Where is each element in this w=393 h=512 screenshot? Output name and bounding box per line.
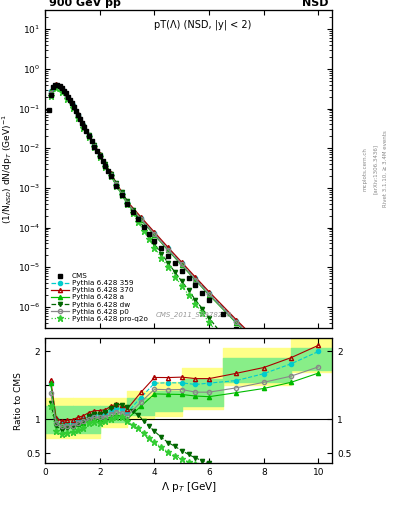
X-axis label: Λ p$_T$ [GeV]: Λ p$_T$ [GeV]	[161, 480, 217, 494]
Y-axis label: (1/N$_{NSD}$) dN/dp$_T$ (GeV)$^{-1}$: (1/N$_{NSD}$) dN/dp$_T$ (GeV)$^{-1}$	[1, 114, 15, 224]
Text: [arXiv:1306.3436]: [arXiv:1306.3436]	[373, 144, 378, 194]
Text: mcplots.cern.ch: mcplots.cern.ch	[363, 147, 368, 191]
Text: 900 GeV pp: 900 GeV pp	[49, 0, 121, 8]
Text: CMS_2011_S8978280: CMS_2011_S8978280	[156, 311, 233, 318]
Legend: CMS, Pythia 6.428 359, Pythia 6.428 370, Pythia 6.428 a, Pythia 6.428 dw, Pythia: CMS, Pythia 6.428 359, Pythia 6.428 370,…	[49, 271, 150, 324]
Text: Rivet 3.1.10, ≥ 3.4M events: Rivet 3.1.10, ≥ 3.4M events	[383, 131, 387, 207]
Y-axis label: Ratio to CMS: Ratio to CMS	[14, 372, 23, 430]
Text: pT(Λ) (NSD, |y| < 2): pT(Λ) (NSD, |y| < 2)	[154, 20, 252, 30]
Text: NSD: NSD	[302, 0, 328, 8]
